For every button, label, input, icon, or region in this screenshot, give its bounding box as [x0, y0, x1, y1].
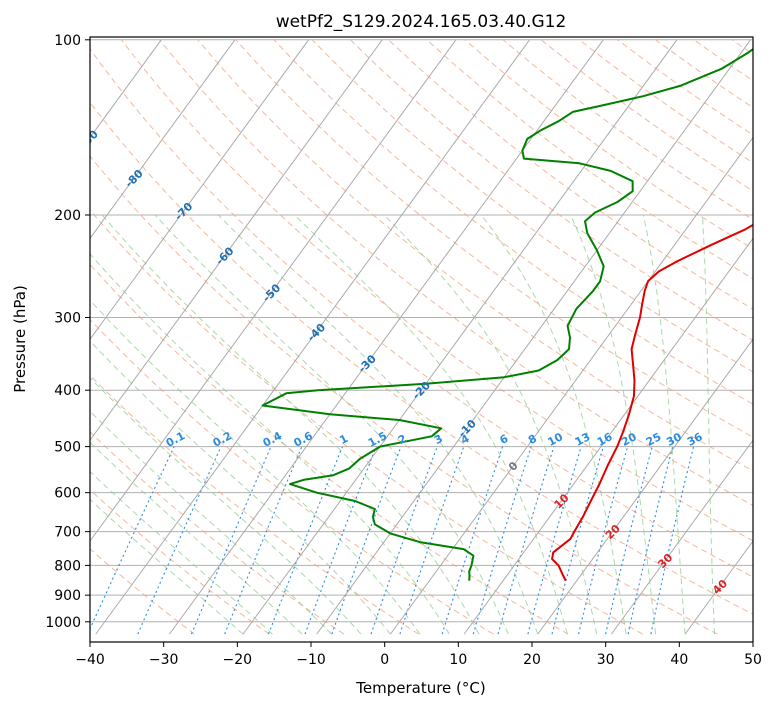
x-tick-label: 30 [597, 652, 615, 668]
x-tick-label: 10 [449, 652, 467, 668]
y-tick-label: 600 [54, 486, 81, 502]
x-tick-label: 50 [744, 652, 762, 668]
y-tick-label: 100 [54, 33, 81, 49]
y-tick-label: 200 [54, 208, 81, 224]
y-tick-label: 900 [54, 588, 81, 604]
chart-title: wetPf2_S129.2024.165.03.40.G12 [276, 12, 567, 32]
y-axis-title: Pressure (hPa) [11, 285, 29, 393]
x-tick-label: 0 [380, 652, 389, 668]
x-tick-label: −30 [149, 652, 179, 668]
y-tick-label: 500 [54, 440, 81, 456]
x-axis-title: Temperature (°C) [355, 679, 485, 697]
x-tick-label: −20 [223, 652, 253, 668]
y-tick-label: 700 [54, 525, 81, 541]
x-tick-label: −40 [75, 652, 105, 668]
x-tick-label: −10 [296, 652, 326, 668]
x-tick-label: 20 [523, 652, 541, 668]
y-tick-label: 400 [54, 383, 81, 399]
x-tick-label: 40 [670, 652, 688, 668]
y-tick-label: 300 [54, 310, 81, 326]
y-tick-label: 800 [54, 558, 81, 574]
y-tick-label: 1000 [45, 615, 81, 631]
